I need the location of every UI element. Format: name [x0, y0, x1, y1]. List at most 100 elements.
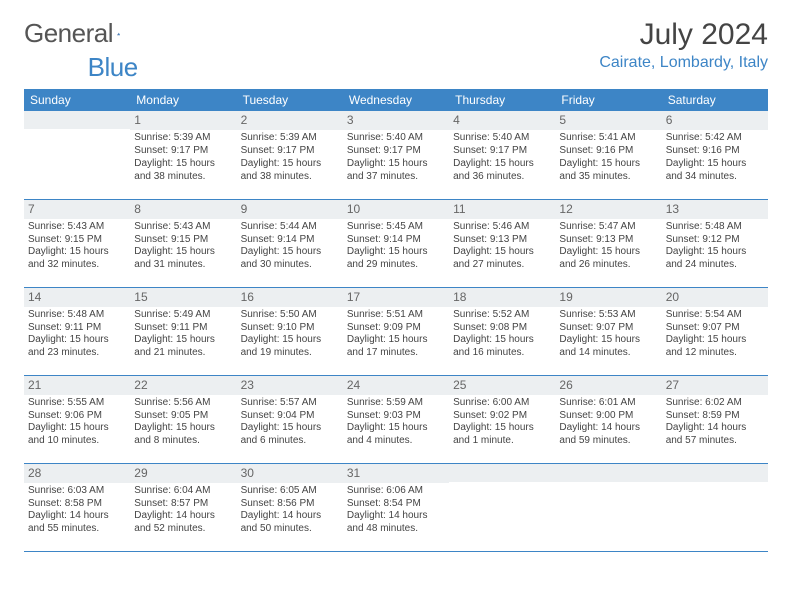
day-number: 31: [343, 464, 449, 483]
daylight-text: Daylight: 14 hours and 55 minutes.: [28, 510, 126, 536]
daylight-text: Daylight: 15 hours and 29 minutes.: [347, 246, 445, 272]
sunset-text: Sunset: 9:15 PM: [28, 234, 126, 247]
daylight-text: Daylight: 15 hours and 19 minutes.: [241, 334, 339, 360]
sunrise-text: Sunrise: 5:45 AM: [347, 221, 445, 234]
weekday-header: Sunday: [24, 89, 130, 111]
sunset-text: Sunset: 9:17 PM: [347, 145, 445, 158]
sunset-text: Sunset: 8:56 PM: [241, 498, 339, 511]
day-number: 29: [130, 464, 236, 483]
day-cell: 9Sunrise: 5:44 AMSunset: 9:14 PMDaylight…: [237, 199, 343, 287]
sunset-text: Sunset: 9:03 PM: [347, 410, 445, 423]
sunrise-text: Sunrise: 6:03 AM: [28, 485, 126, 498]
daylight-text: Daylight: 15 hours and 27 minutes.: [453, 246, 551, 272]
day-cell: 5Sunrise: 5:41 AMSunset: 9:16 PMDaylight…: [555, 111, 661, 199]
sunset-text: Sunset: 9:07 PM: [559, 322, 657, 335]
day-cell: [662, 463, 768, 551]
sunset-text: Sunset: 9:16 PM: [666, 145, 764, 158]
day-number: 22: [130, 376, 236, 395]
sunrise-text: Sunrise: 5:48 AM: [28, 309, 126, 322]
sunset-text: Sunset: 9:14 PM: [347, 234, 445, 247]
daylight-text: Daylight: 15 hours and 23 minutes.: [28, 334, 126, 360]
weekday-header: Friday: [555, 89, 661, 111]
sunrise-text: Sunrise: 5:48 AM: [666, 221, 764, 234]
sunset-text: Sunset: 9:10 PM: [241, 322, 339, 335]
day-cell: 13Sunrise: 5:48 AMSunset: 9:12 PMDayligh…: [662, 199, 768, 287]
day-cell: 20Sunrise: 5:54 AMSunset: 9:07 PMDayligh…: [662, 287, 768, 375]
daylight-text: Daylight: 15 hours and 16 minutes.: [453, 334, 551, 360]
week-row: 1Sunrise: 5:39 AMSunset: 9:17 PMDaylight…: [24, 111, 768, 199]
day-number: 1: [130, 111, 236, 130]
daylight-text: Daylight: 15 hours and 30 minutes.: [241, 246, 339, 272]
sunset-text: Sunset: 9:07 PM: [666, 322, 764, 335]
sunrise-text: Sunrise: 5:43 AM: [28, 221, 126, 234]
month-title: July 2024: [599, 18, 768, 52]
day-number: 28: [24, 464, 130, 483]
sunrise-text: Sunrise: 6:01 AM: [559, 397, 657, 410]
daylight-text: Daylight: 14 hours and 59 minutes.: [559, 422, 657, 448]
day-number: 8: [130, 200, 236, 219]
empty-day-strip: [24, 111, 130, 129]
sunset-text: Sunset: 9:17 PM: [241, 145, 339, 158]
sunrise-text: Sunrise: 5:53 AM: [559, 309, 657, 322]
daylight-text: Daylight: 14 hours and 50 minutes.: [241, 510, 339, 536]
sunset-text: Sunset: 9:12 PM: [666, 234, 764, 247]
sunrise-text: Sunrise: 5:46 AM: [453, 221, 551, 234]
day-number: 27: [662, 376, 768, 395]
sunrise-text: Sunrise: 5:39 AM: [241, 132, 339, 145]
sunrise-text: Sunrise: 6:04 AM: [134, 485, 232, 498]
logo-word-general: General: [24, 18, 113, 49]
sunrise-text: Sunrise: 5:40 AM: [453, 132, 551, 145]
sunrise-text: Sunrise: 5:56 AM: [134, 397, 232, 410]
day-number: 4: [449, 111, 555, 130]
week-row: 7Sunrise: 5:43 AMSunset: 9:15 PMDaylight…: [24, 199, 768, 287]
sunrise-text: Sunrise: 5:52 AM: [453, 309, 551, 322]
daylight-text: Daylight: 14 hours and 52 minutes.: [134, 510, 232, 536]
title-block: July 2024 Cairate, Lombardy, Italy: [599, 18, 768, 72]
day-cell: 24Sunrise: 5:59 AMSunset: 9:03 PMDayligh…: [343, 375, 449, 463]
week-row: 21Sunrise: 5:55 AMSunset: 9:06 PMDayligh…: [24, 375, 768, 463]
daylight-text: Daylight: 15 hours and 14 minutes.: [559, 334, 657, 360]
sunset-text: Sunset: 9:13 PM: [559, 234, 657, 247]
sunset-text: Sunset: 8:57 PM: [134, 498, 232, 511]
day-number: 13: [662, 200, 768, 219]
day-cell: 1Sunrise: 5:39 AMSunset: 9:17 PMDaylight…: [130, 111, 236, 199]
day-cell: 28 Sunrise: 6:03 AMSunset: 8:58 PMDayligh…: [24, 463, 130, 551]
sunset-text: Sunset: 9:16 PM: [559, 145, 657, 158]
daylight-text: Daylight: 15 hours and 32 minutes.: [28, 246, 126, 272]
day-number: 12: [555, 200, 661, 219]
day-cell: 26Sunrise: 6:01 AMSunset: 9:00 PMDayligh…: [555, 375, 661, 463]
day-cell: 12Sunrise: 5:47 AMSunset: 9:13 PMDayligh…: [555, 199, 661, 287]
day-number: 14: [24, 288, 130, 307]
logo-word-blue: Blue: [88, 52, 138, 83]
daylight-text: Daylight: 15 hours and 38 minutes.: [241, 158, 339, 184]
day-cell: 25Sunrise: 6:00 AMSunset: 9:02 PMDayligh…: [449, 375, 555, 463]
sunrise-text: Sunrise: 5:57 AM: [241, 397, 339, 410]
sunset-text: Sunset: 9:02 PM: [453, 410, 551, 423]
weekday-header: Thursday: [449, 89, 555, 111]
sunset-text: Sunset: 9:04 PM: [241, 410, 339, 423]
day-number: 17: [343, 288, 449, 307]
daylight-text: Daylight: 15 hours and 31 minutes.: [134, 246, 232, 272]
sunrise-text: Sunrise: 6:05 AM: [241, 485, 339, 498]
daylight-text: Daylight: 15 hours and 4 minutes.: [347, 422, 445, 448]
location-text: Cairate, Lombardy, Italy: [599, 54, 768, 72]
day-number: 26: [555, 376, 661, 395]
sunset-text: Sunset: 9:13 PM: [453, 234, 551, 247]
day-number: 23: [237, 376, 343, 395]
day-number: 7: [24, 200, 130, 219]
day-cell: [555, 463, 661, 551]
sunset-text: Sunset: 8:58 PM: [28, 498, 126, 511]
day-number: 10: [343, 200, 449, 219]
sunrise-text: Sunrise: 5:44 AM: [241, 221, 339, 234]
day-number: 19: [555, 288, 661, 307]
calendar-table: Sunday Monday Tuesday Wednesday Thursday…: [24, 89, 768, 552]
daylight-text: Daylight: 15 hours and 8 minutes.: [134, 422, 232, 448]
day-number: 20: [662, 288, 768, 307]
sunset-text: Sunset: 8:59 PM: [666, 410, 764, 423]
day-cell: 23Sunrise: 5:57 AMSunset: 9:04 PMDayligh…: [237, 375, 343, 463]
sunset-text: Sunset: 9:17 PM: [453, 145, 551, 158]
sunrise-text: Sunrise: 6:00 AM: [453, 397, 551, 410]
day-cell: 19 Sunrise: 5:53 AMSunset: 9:07 PMDayligh…: [555, 287, 661, 375]
day-number: 6: [662, 111, 768, 130]
day-number: 9: [237, 200, 343, 219]
